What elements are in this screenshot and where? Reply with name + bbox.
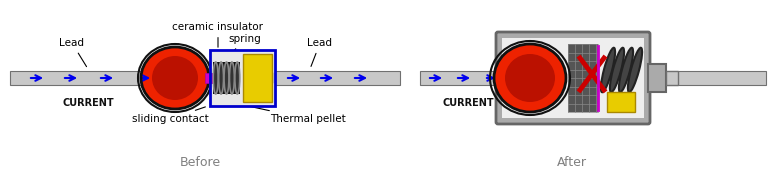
Text: sliding contact: sliding contact xyxy=(132,107,208,124)
Bar xyxy=(502,38,644,118)
Ellipse shape xyxy=(610,48,624,92)
Bar xyxy=(213,62,240,94)
Text: ceramic insulator: ceramic insulator xyxy=(172,22,264,47)
Text: Thermal pellet: Thermal pellet xyxy=(250,107,346,124)
Text: Lead: Lead xyxy=(59,38,87,67)
Ellipse shape xyxy=(619,48,633,92)
Bar xyxy=(205,73,213,83)
Bar xyxy=(210,50,275,106)
Ellipse shape xyxy=(218,62,224,94)
Bar xyxy=(666,71,678,85)
Text: spring: spring xyxy=(229,34,261,56)
Bar xyxy=(243,54,272,102)
Bar xyxy=(568,44,598,112)
Bar xyxy=(420,71,500,85)
Ellipse shape xyxy=(213,62,218,94)
Text: After: After xyxy=(557,156,587,169)
Ellipse shape xyxy=(152,56,198,100)
Ellipse shape xyxy=(628,48,642,92)
Ellipse shape xyxy=(601,48,615,92)
Text: CURRENT: CURRENT xyxy=(62,98,114,108)
Ellipse shape xyxy=(505,54,555,102)
Polygon shape xyxy=(152,47,170,109)
Ellipse shape xyxy=(229,62,234,94)
Text: Before: Before xyxy=(179,156,221,169)
Text: CURRENT: CURRENT xyxy=(442,98,494,108)
Bar xyxy=(210,50,275,106)
Ellipse shape xyxy=(235,62,239,94)
Bar xyxy=(265,71,400,85)
FancyBboxPatch shape xyxy=(496,32,650,124)
Ellipse shape xyxy=(494,44,566,112)
Ellipse shape xyxy=(141,47,209,109)
Ellipse shape xyxy=(224,62,229,94)
Bar xyxy=(648,64,666,92)
Polygon shape xyxy=(265,71,275,85)
Text: Lead: Lead xyxy=(307,38,332,66)
Bar xyxy=(648,71,766,85)
Bar xyxy=(607,92,635,112)
Bar xyxy=(10,71,152,85)
